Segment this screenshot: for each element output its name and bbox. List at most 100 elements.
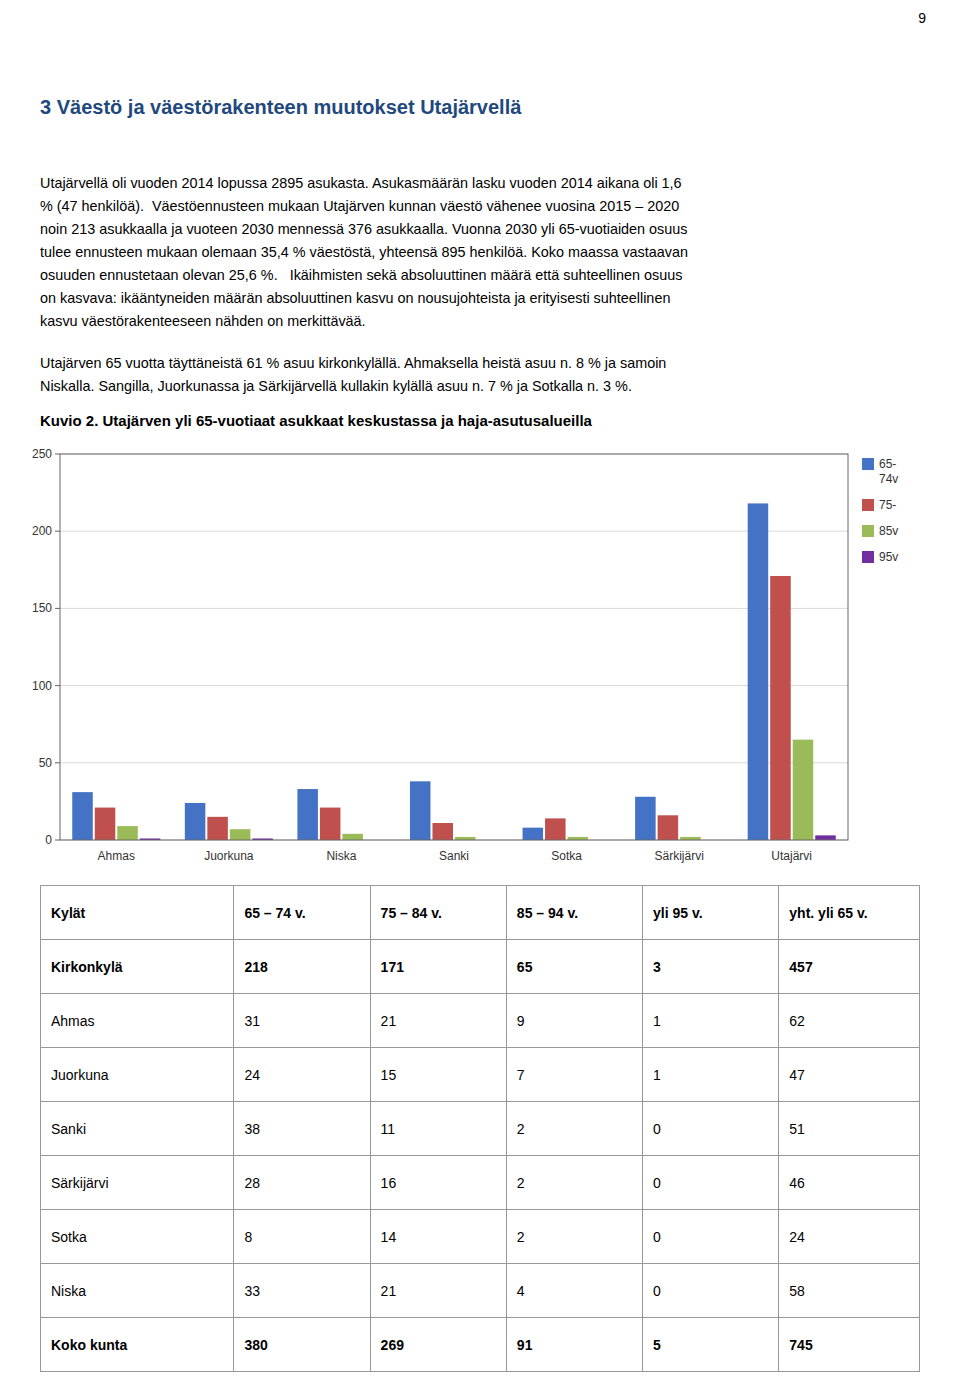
y-tick xyxy=(55,454,60,455)
y-tick-label: 250 xyxy=(32,447,52,461)
bar xyxy=(207,817,228,840)
table-cell: 31 xyxy=(234,994,370,1048)
paragraph-line: noin 213 asukkaalla ja vuoteen 2030 menn… xyxy=(40,218,688,241)
table-row: Sanki38112051 xyxy=(41,1102,920,1156)
table-cell: Sotka xyxy=(41,1210,234,1264)
table-cell: 1 xyxy=(643,1048,779,1102)
table-cell: 11 xyxy=(370,1102,506,1156)
bar xyxy=(770,576,791,840)
table-cell: Niska xyxy=(41,1264,234,1318)
bar xyxy=(748,503,769,840)
table-header-row: Kylät65 – 74 v.75 – 84 v.85 – 94 v.yli 9… xyxy=(41,886,920,940)
y-tick-label: 200 xyxy=(32,524,52,538)
x-tick-label: Sotka xyxy=(551,849,582,863)
table-cell: 218 xyxy=(234,940,370,994)
legend-label-line: 65- xyxy=(879,457,896,471)
data-table: Kylät65 – 74 v.75 – 84 v.85 – 94 v.yli 9… xyxy=(40,885,920,1372)
legend-label: 85v xyxy=(879,524,898,538)
legend-swatch xyxy=(862,458,874,470)
x-tick-label: Utajärvi xyxy=(771,849,812,863)
table-cell: 2 xyxy=(506,1156,642,1210)
table-header: Kylät xyxy=(41,886,234,940)
table-row: Koko kunta380269915745 xyxy=(41,1318,920,1372)
legend-label-line: 85v xyxy=(879,524,898,538)
legend-label-line: 75- xyxy=(879,498,896,512)
y-tick xyxy=(55,762,60,763)
bars xyxy=(72,503,835,840)
table-cell: Koko kunta xyxy=(41,1318,234,1372)
bar xyxy=(658,815,679,840)
table-cell: 380 xyxy=(234,1318,370,1372)
table-cell: 91 xyxy=(506,1318,642,1372)
table-cell: 21 xyxy=(370,994,506,1048)
x-tick-label: Niska xyxy=(326,849,356,863)
legend-label: 75- xyxy=(879,498,896,512)
table-row: Sotka8142024 xyxy=(41,1210,920,1264)
bar xyxy=(545,818,566,840)
table-row: Juorkuna24157147 xyxy=(41,1048,920,1102)
table-cell: 33 xyxy=(234,1264,370,1318)
paragraph-line: tulee ennusteen mukaan olemaan 35,4 % vä… xyxy=(40,241,688,264)
x-tick-label: Ahmas xyxy=(98,849,135,863)
bar xyxy=(185,803,206,840)
table-header: yht. yli 65 v. xyxy=(779,886,920,940)
bar xyxy=(635,797,656,840)
paragraph-line: osuuden ennustetaan olevan 25,6 %. Ikäih… xyxy=(40,264,682,287)
table-cell: 0 xyxy=(643,1264,779,1318)
table-cell: 5 xyxy=(643,1318,779,1372)
table-cell: 46 xyxy=(779,1156,920,1210)
y-tick xyxy=(55,685,60,686)
table-cell: 457 xyxy=(779,940,920,994)
y-tick-label: 100 xyxy=(32,679,52,693)
grid-line xyxy=(60,531,848,532)
chart-title: Kuvio 2. Utajärven yli 65-vuotiaat asukk… xyxy=(40,412,592,429)
paragraph-line: Utajärven 65 vuotta täyttäneistä 61 % as… xyxy=(40,352,666,375)
table-cell: 9 xyxy=(506,994,642,1048)
y-tick xyxy=(55,840,60,841)
x-tick-label: Särkijärvi xyxy=(654,849,703,863)
table-cell: 2 xyxy=(506,1102,642,1156)
table-row: Kirkonkylä218171653457 xyxy=(41,940,920,994)
table-cell: 51 xyxy=(779,1102,920,1156)
table-cell: 58 xyxy=(779,1264,920,1318)
table-row: Ahmas31219162 xyxy=(41,994,920,1048)
table-cell: 65 xyxy=(506,940,642,994)
grid-line xyxy=(60,685,848,686)
table-cell: 1 xyxy=(643,994,779,1048)
y-tick xyxy=(55,608,60,609)
table-cell: 47 xyxy=(779,1048,920,1102)
chart: 050100150200250AhmasJuorkunaNiskaSankiSo… xyxy=(0,440,960,880)
table-cell: 16 xyxy=(370,1156,506,1210)
table-cell: 0 xyxy=(643,1210,779,1264)
table-cell: Särkijärvi xyxy=(41,1156,234,1210)
paragraph-line: % (47 henkilöä). Väestöennusteen mukaan … xyxy=(40,195,679,218)
table-cell: 24 xyxy=(234,1048,370,1102)
paragraph-line: Niskalla. Sangilla, Juorkunassa ja Särki… xyxy=(40,375,632,398)
bar xyxy=(342,834,363,840)
table-cell: 15 xyxy=(370,1048,506,1102)
table-row: Niska33214058 xyxy=(41,1264,920,1318)
table-cell: 28 xyxy=(234,1156,370,1210)
x-tick-label: Juorkuna xyxy=(204,849,254,863)
table-cell: Ahmas xyxy=(41,994,234,1048)
y-tick-label: 50 xyxy=(39,756,53,770)
table-cell: 7 xyxy=(506,1048,642,1102)
table-cell: 21 xyxy=(370,1264,506,1318)
bar xyxy=(320,808,341,840)
table-cell: Sanki xyxy=(41,1102,234,1156)
table-cell: 4 xyxy=(506,1264,642,1318)
legend-label-line: 95v xyxy=(879,550,898,564)
plot-frame xyxy=(60,454,848,840)
table-cell: 745 xyxy=(779,1318,920,1372)
legend-swatch xyxy=(862,551,874,563)
table-cell: 3 xyxy=(643,940,779,994)
bar xyxy=(793,740,814,840)
table-cell: 0 xyxy=(643,1102,779,1156)
legend-label: 65-74v xyxy=(879,457,898,486)
paragraph-line: on kasvava: ikääntyneiden määrän absoluu… xyxy=(40,287,670,310)
bar xyxy=(432,823,453,840)
grid-line xyxy=(60,762,848,763)
heading: 3 Väestö ja väestörakenteen muutokset Ut… xyxy=(40,96,521,119)
table-cell: 0 xyxy=(643,1156,779,1210)
legend-swatch xyxy=(862,525,874,537)
